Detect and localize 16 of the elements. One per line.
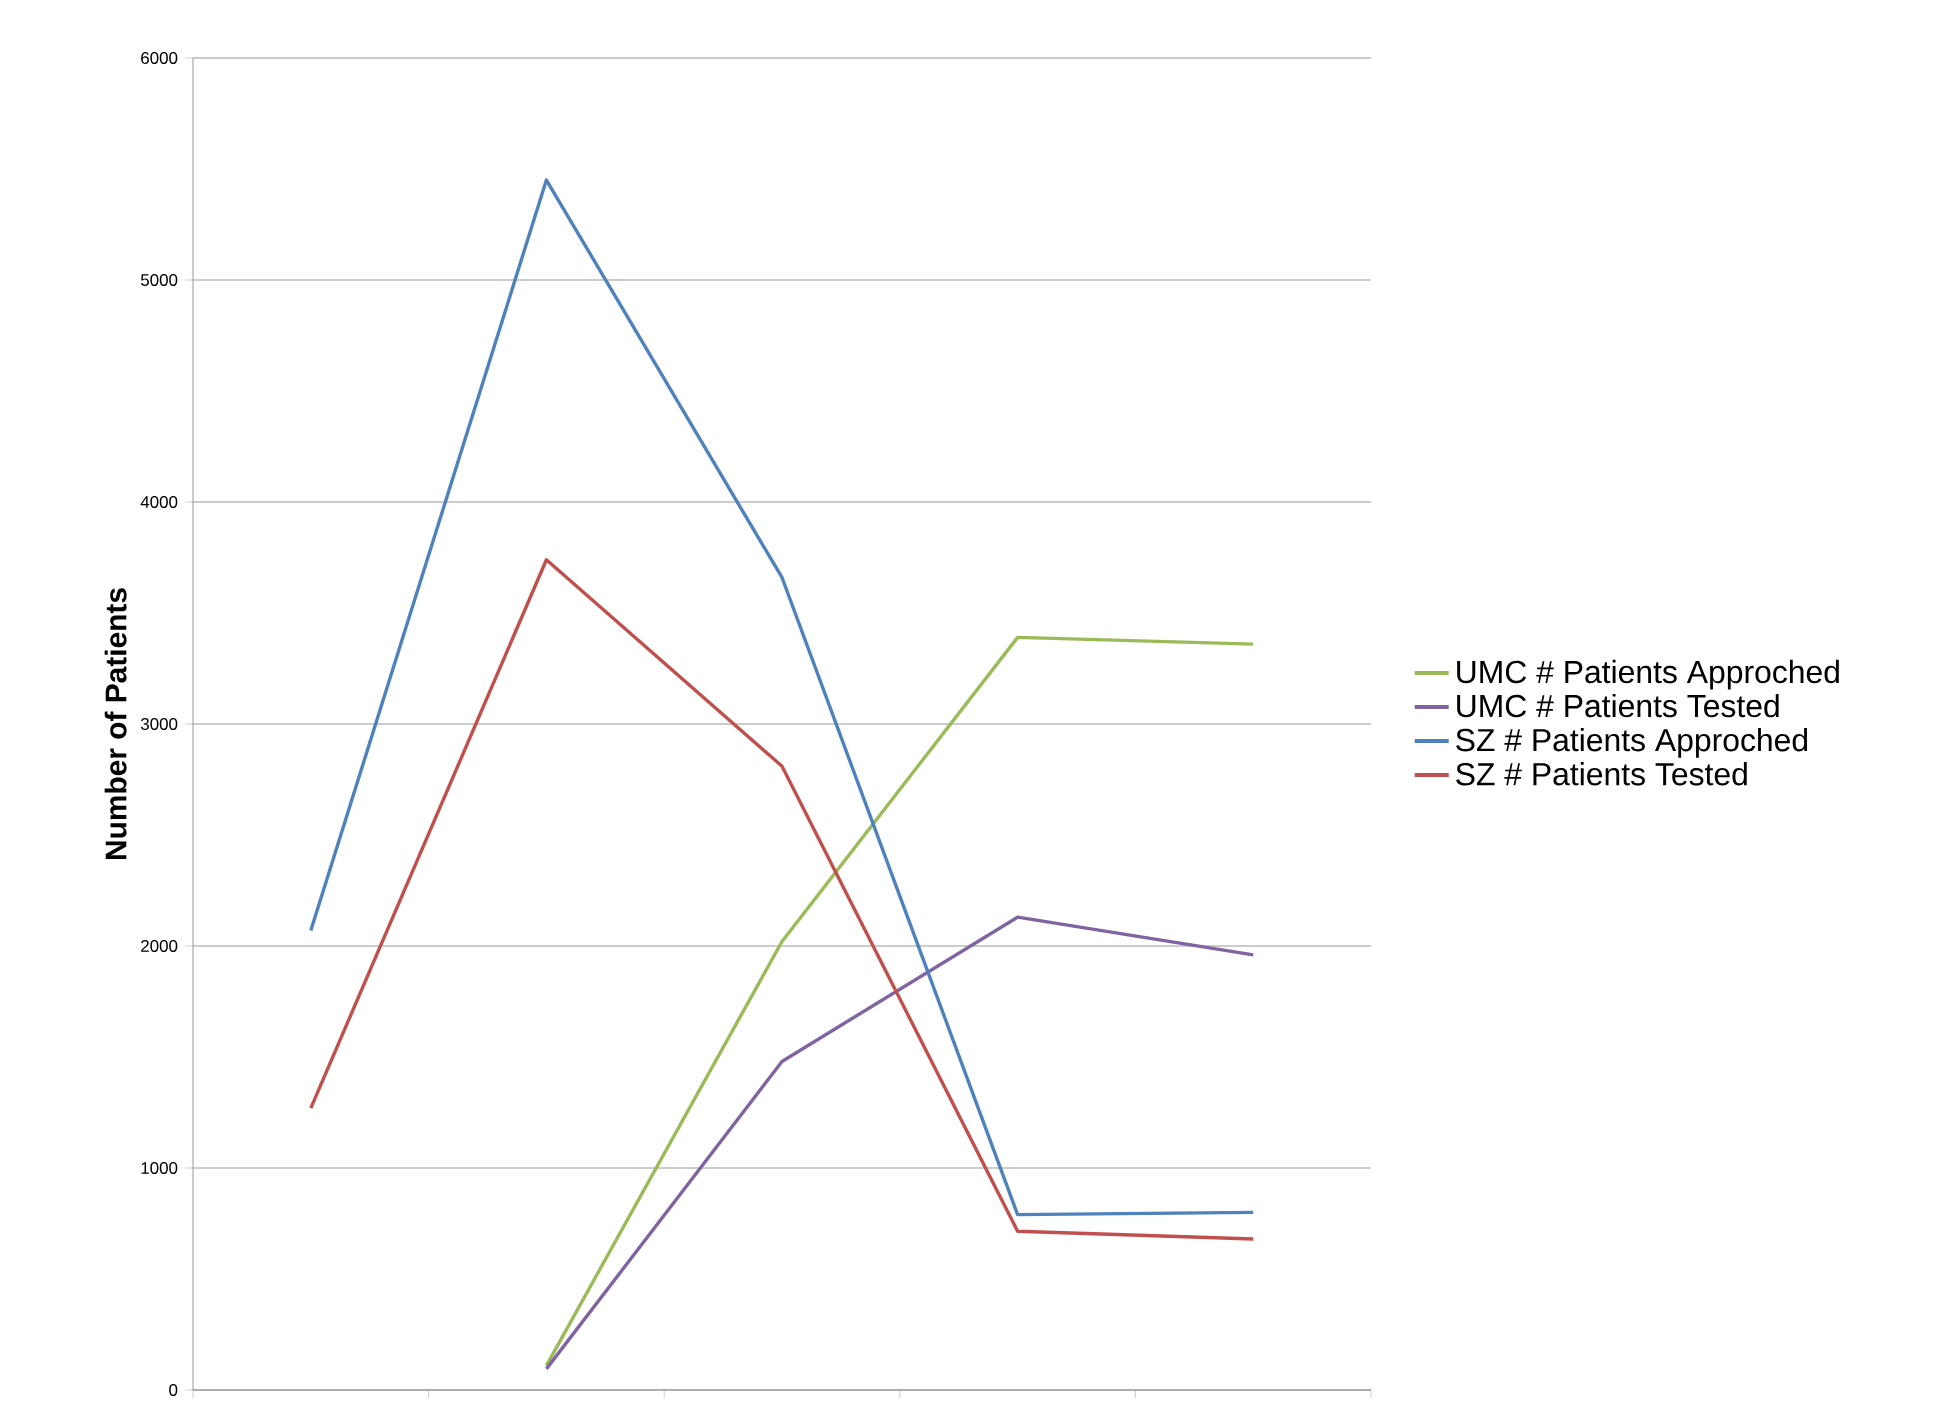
y-axis-title: Number of Patients: [104, 588, 127, 860]
line-series: [544, 915, 1255, 1371]
line-series: [544, 635, 1255, 1368]
legend-label: SZ # Patients Tested: [1456, 762, 1747, 786]
line-series: [309, 178, 1255, 1217]
y-tick-label: 0: [169, 1384, 178, 1397]
line-series: [309, 558, 1255, 1241]
y-tick-label: 4000: [140, 496, 178, 509]
y-tick-label: 5000: [140, 274, 178, 287]
y-tick-label: 1000: [141, 1162, 178, 1175]
legend-label: SZ # Patients Approched: [1456, 728, 1808, 758]
legend-label: UMC # Patients Approched: [1457, 660, 1839, 690]
y-tick-label: 6000: [141, 52, 178, 65]
y-tick-label: 2000: [141, 940, 178, 953]
y-tick-label: 3000: [140, 718, 178, 731]
legend-label: UMC # Patients Tested: [1457, 694, 1779, 718]
